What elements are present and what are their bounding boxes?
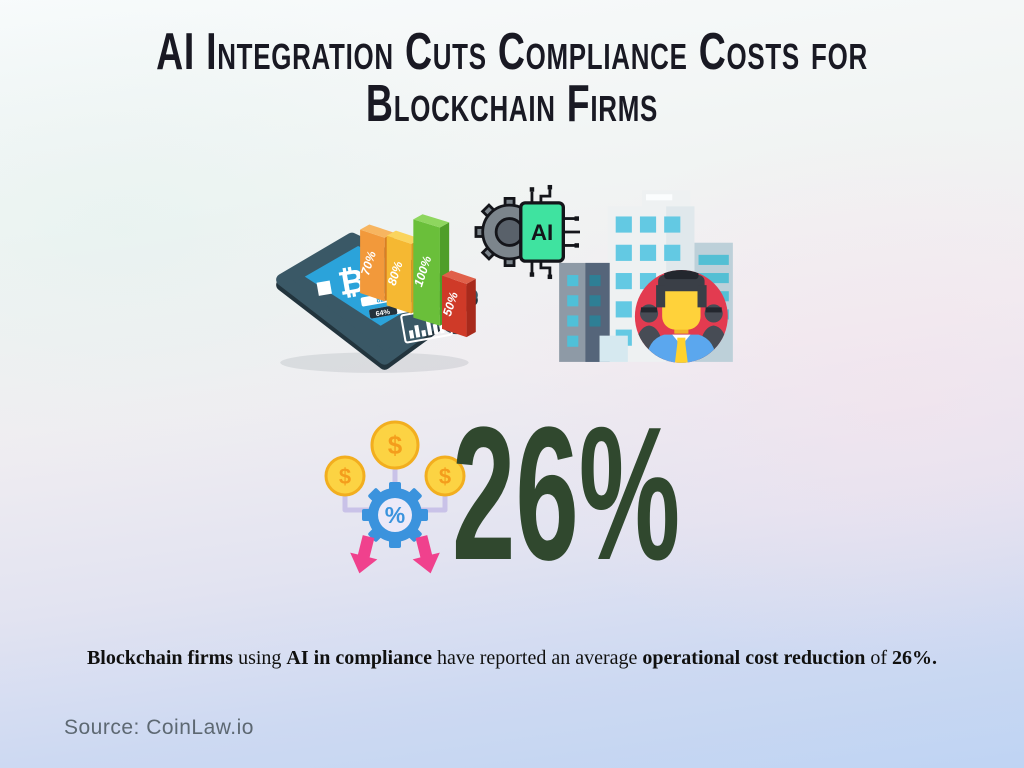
avatar-tie-knot [677,337,686,345]
cost-reduction-icon: $ $ $ % [324,420,466,574]
caption-text-1: using [233,647,287,669]
title-line-1: AI Integration Cuts Compliance Costs for [156,23,868,81]
coin-dollar-top: $ [388,430,403,460]
ai-chip-label: AI [531,220,553,245]
down-arrows [350,535,440,574]
building-left-windows [567,275,601,347]
caption-bold-4: 26%. [892,647,938,669]
caption-bold-1: Blockchain firms [86,647,234,669]
progress-label-2: 64% [375,308,391,318]
building-annex [599,335,628,362]
chip-body [519,201,565,263]
coin-dollar-right: $ [439,464,451,489]
caption-bold-2: AI in compliance [286,647,432,669]
avatar-hair-top [664,269,699,280]
avatar-hair-left [656,285,666,308]
chip-trace-pins [529,184,579,280]
tablet-barchart-illustration: ₿ 82% 64% 70% 80% [276,214,478,373]
coin-dollar-left: $ [339,464,351,489]
avatar-tie [674,343,689,363]
caption: Blockchain firms using AI in compliance … [40,640,985,677]
avatar-hair-right [697,285,707,308]
building-roof-strip [646,194,673,201]
coins: $ $ $ [324,420,466,497]
caption-bold-3: operational cost reduction [642,647,866,669]
down-arrow-left [350,535,378,574]
source-attribution: Source: CoinLaw.io [64,716,254,739]
title-line-2: Blockchain Firms [365,75,659,133]
caption-text-2: have reported an average [431,647,643,669]
screen-tile [316,280,332,296]
ai-chip-icon: AI [474,184,580,280]
bar-50: 50% [440,270,476,338]
stat-value: 26% [452,388,681,600]
corporate-buildings-illustration [559,190,733,363]
percent-gear: % [362,482,428,548]
avatar [634,269,728,363]
down-arrow-right [412,535,440,574]
gear-percent-symbol: % [385,502,405,528]
caption-text-3: of [865,647,893,669]
avatar-hair [658,275,705,292]
progress-fill-2 [369,305,398,319]
page-title: AI Integration Cuts Compliance Costs for… [143,26,880,130]
avatar-face [662,281,701,330]
